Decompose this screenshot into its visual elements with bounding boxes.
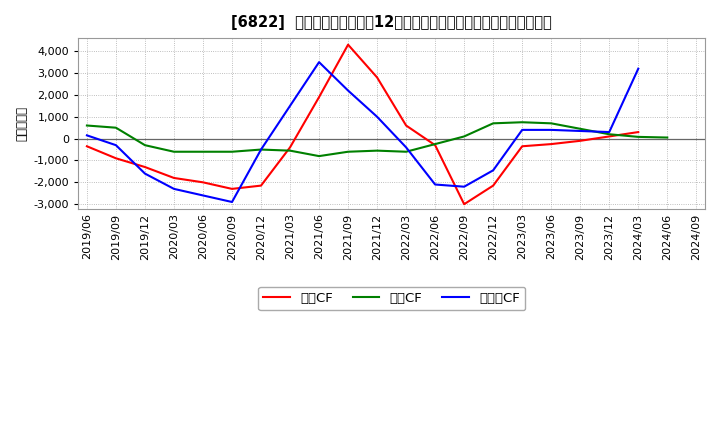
Line: 投資CF: 投資CF: [87, 122, 667, 156]
Y-axis label: （百万円）: （百万円）: [15, 106, 28, 141]
フリーCF: [257, 147, 266, 152]
フリーCF: [431, 182, 439, 187]
投資CF: [547, 121, 556, 126]
投資CF: [286, 148, 294, 153]
営業CF: [605, 134, 613, 139]
フリーCF: [199, 193, 207, 198]
投資CF: [402, 149, 410, 154]
営業CF: [518, 143, 526, 149]
Line: 営業CF: 営業CF: [87, 45, 638, 204]
営業CF: [402, 123, 410, 128]
営業CF: [286, 145, 294, 150]
フリーCF: [605, 129, 613, 135]
フリーCF: [576, 128, 585, 134]
投資CF: [431, 141, 439, 147]
営業CF: [489, 183, 498, 188]
営業CF: [576, 138, 585, 143]
投資CF: [663, 135, 672, 140]
営業CF: [83, 143, 91, 149]
営業CF: [228, 186, 236, 191]
営業CF: [431, 143, 439, 148]
営業CF: [315, 95, 323, 100]
フリーCF: [140, 171, 149, 176]
Legend: 営業CF, 投資CF, フリーCF: 営業CF, 投資CF, フリーCF: [258, 287, 525, 310]
営業CF: [460, 202, 469, 207]
フリーCF: [228, 199, 236, 205]
投資CF: [576, 126, 585, 132]
投資CF: [634, 134, 642, 139]
営業CF: [112, 156, 120, 161]
Line: フリーCF: フリーCF: [87, 62, 638, 202]
投資CF: [257, 147, 266, 152]
投資CF: [343, 149, 352, 154]
営業CF: [373, 75, 382, 80]
フリーCF: [170, 186, 179, 191]
フリーCF: [518, 127, 526, 132]
投資CF: [373, 148, 382, 153]
フリーCF: [402, 145, 410, 150]
投資CF: [518, 120, 526, 125]
フリーCF: [547, 127, 556, 132]
Title: [6822]  キャッシュフローの12か月移動合計の対前年同期増減額の推移: [6822] キャッシュフローの12か月移動合計の対前年同期増減額の推移: [231, 15, 552, 30]
投資CF: [83, 123, 91, 128]
営業CF: [343, 42, 352, 48]
営業CF: [257, 183, 266, 188]
フリーCF: [112, 143, 120, 148]
営業CF: [199, 180, 207, 185]
フリーCF: [373, 114, 382, 119]
投資CF: [489, 121, 498, 126]
フリーCF: [343, 88, 352, 93]
営業CF: [547, 141, 556, 147]
投資CF: [460, 134, 469, 139]
投資CF: [228, 149, 236, 154]
営業CF: [634, 129, 642, 135]
営業CF: [140, 165, 149, 170]
投資CF: [605, 132, 613, 137]
フリーCF: [489, 168, 498, 173]
フリーCF: [315, 59, 323, 65]
フリーCF: [634, 66, 642, 71]
フリーCF: [286, 103, 294, 109]
投資CF: [315, 154, 323, 159]
フリーCF: [83, 133, 91, 138]
投資CF: [199, 149, 207, 154]
フリーCF: [460, 184, 469, 189]
営業CF: [170, 175, 179, 180]
投資CF: [112, 125, 120, 130]
投資CF: [140, 143, 149, 148]
投資CF: [170, 149, 179, 154]
